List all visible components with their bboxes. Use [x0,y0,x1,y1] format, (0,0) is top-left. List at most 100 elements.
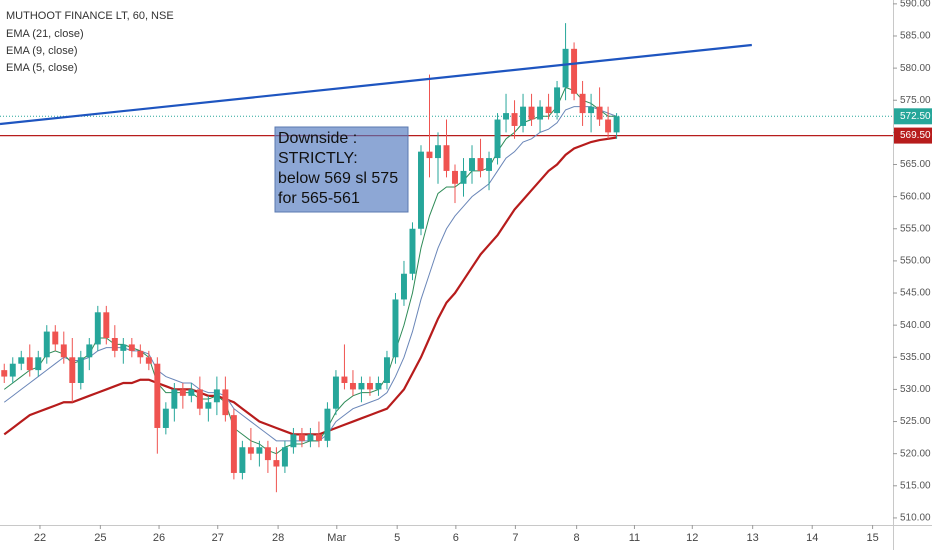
candle-body [77,357,84,383]
y-tick-label: 520.00 [900,448,931,459]
candle-body [9,363,16,377]
candle-body [443,145,450,171]
y-tick-label: 540.00 [900,320,931,331]
candle-body [120,344,127,351]
y-tick-label: 590.00 [900,0,931,9]
annotation-text: Downside : [278,130,357,147]
candle-body [188,389,195,396]
candle-body [171,389,178,409]
plot-area: Downside : STRICTLY: below 569 sl 575 for 5… [0,23,893,493]
candle-body [128,344,135,351]
y-tick-label: 555.00 [900,223,931,234]
annotation-text: below 569 sl 575 [278,170,398,187]
y-tick-label: 550.00 [900,256,931,267]
candle-body [375,382,382,390]
candle-body [205,402,212,409]
candle-body [605,119,612,133]
candle-body [145,357,152,364]
candle-body [18,357,25,364]
legend-entry: EMA (9, close) [6,45,78,57]
candle-body [111,338,118,351]
price-label-box [894,108,932,125]
x-tick-label: 15 [866,532,878,544]
x-tick-label: 13 [747,532,759,544]
candle-body [588,106,595,114]
candle-body [196,389,203,409]
candle-body [460,170,467,184]
candle-body [94,312,101,345]
candle-body [409,228,416,274]
x-tick-label: Mar [327,532,346,544]
annotation-text: for 565-561 [278,190,360,207]
candle-body [477,158,484,171]
candle-body [537,106,544,120]
candle-body [86,344,93,358]
price-label: 572.50 [900,111,931,122]
candle-body [290,434,297,448]
candle-body [69,357,76,383]
candle-body [400,273,407,300]
candle-body [613,116,620,133]
candle-body [332,376,339,409]
y-tick-label: 535.00 [900,352,931,363]
legend-entry: EMA (21, close) [6,28,84,40]
legend-entry: EMA (5, close) [6,62,78,74]
candle-body [222,389,229,416]
candle-body [486,158,493,171]
candle-body [435,145,441,159]
x-tick-label: 8 [574,532,580,544]
price-label-box [894,127,932,144]
candle-body [528,106,535,120]
x-tick-label: 26 [153,532,165,544]
candle-body [43,331,50,358]
candle-body [349,382,356,390]
y-tick-label: 525.00 [900,416,931,427]
candle-body [213,389,220,403]
y-tick-label: 585.00 [900,31,931,42]
candle-body [324,408,331,441]
y-tick-label: 545.00 [900,288,931,299]
candle-body [154,363,161,428]
candle-body [103,312,110,339]
candle-body [596,106,603,120]
candle-body [230,415,237,473]
candle-body [503,113,510,120]
candle-body [247,447,254,454]
x-tick-label: 12 [686,532,698,544]
candle-body [366,382,373,390]
candle-body [307,434,314,441]
annotation-box [274,126,409,213]
y-tick-label: 565.00 [900,159,931,170]
x-tick-label: 6 [453,532,459,544]
candle-body [52,331,59,345]
candle-body [26,357,33,371]
candle-body [418,151,424,229]
candle-body [273,460,280,467]
x-tick-label: 28 [272,532,284,544]
candle-body [60,344,67,358]
y-tick-label: 580.00 [900,63,931,74]
candle-body [256,447,263,454]
candle-body [341,376,348,383]
y-tick-label: 515.00 [900,480,931,491]
candle-body [358,382,365,390]
candle-body [137,350,144,358]
annotation-text: STRICTLY: [278,150,358,167]
candle-body [179,389,186,396]
y-tick-label: 560.00 [900,191,931,202]
candle-body [452,170,458,184]
candle-body [562,48,569,88]
candle-body [511,113,518,126]
x-tick-label: 14 [806,532,818,544]
candle-body [239,447,246,473]
chart-title: MUTHOOT FINANCE LT, 60, NSE [6,10,174,22]
legend: MUTHOOT FINANCE LT, 60, NSE EMA (21, clo… [6,10,174,74]
candle-body [162,408,169,428]
y-tick-label: 510.00 [900,513,931,524]
candle-body [426,151,433,159]
candle-body [35,357,42,371]
candle-body [392,299,399,358]
axes: 510.00 515.00 520.00 525.00 530.00 535.00 540.… [34,0,932,544]
y-tick-label: 575.00 [900,95,931,106]
